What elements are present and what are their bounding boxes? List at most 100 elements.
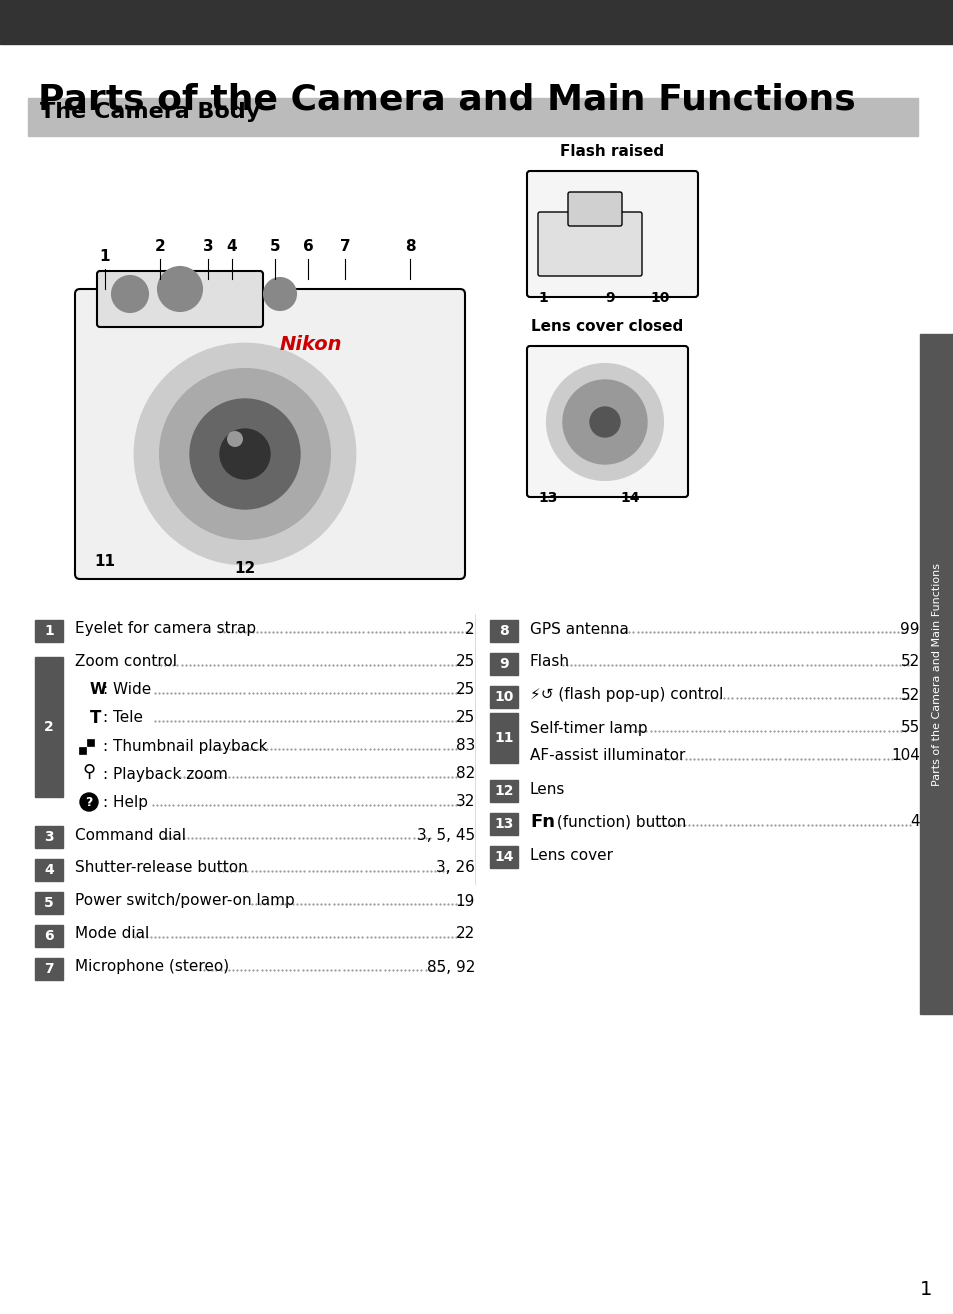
Circle shape [227, 431, 243, 447]
FancyBboxPatch shape [537, 212, 641, 276]
Text: GPS antenna: GPS antenna [530, 622, 628, 636]
Text: Mode dial: Mode dial [75, 926, 149, 942]
Circle shape [589, 407, 619, 438]
Text: : Tele: : Tele [103, 711, 143, 725]
Text: 2: 2 [154, 239, 165, 254]
Bar [490, 653, 517, 675]
Text: 11: 11 [494, 731, 514, 745]
Text: 10: 10 [649, 290, 669, 305]
Text: 1: 1 [44, 624, 53, 639]
Circle shape [160, 369, 330, 539]
Bar [35, 892, 63, 915]
Text: 14: 14 [494, 850, 514, 865]
Text: Nikon: Nikon [280, 335, 342, 353]
Bar [87, 746, 94, 754]
Bar [490, 781, 517, 802]
Text: 3: 3 [44, 830, 53, 844]
Text: 13: 13 [494, 817, 513, 830]
Text: 12: 12 [234, 561, 255, 576]
FancyBboxPatch shape [75, 289, 464, 579]
Text: 55: 55 [900, 720, 919, 736]
Text: 2: 2 [44, 720, 53, 735]
Text: 7: 7 [44, 962, 53, 976]
Circle shape [264, 279, 295, 310]
Text: ⚡↺ (flash pop-up) control: ⚡↺ (flash pop-up) control [530, 687, 722, 703]
Circle shape [80, 794, 98, 811]
Text: 52: 52 [900, 687, 919, 703]
FancyBboxPatch shape [526, 171, 698, 297]
Text: Lens: Lens [530, 782, 565, 796]
Text: 5: 5 [44, 896, 53, 911]
Text: W: W [90, 682, 107, 698]
Text: 1: 1 [100, 248, 111, 264]
Text: : Wide: : Wide [103, 682, 152, 698]
Text: 3, 26: 3, 26 [436, 861, 475, 875]
Circle shape [190, 399, 299, 509]
Text: 13: 13 [537, 491, 557, 505]
Bar [490, 714, 517, 763]
Bar [490, 846, 517, 869]
Text: 22: 22 [456, 926, 475, 942]
Text: ⚲: ⚲ [82, 763, 95, 781]
Bar [35, 657, 63, 798]
Text: T: T [90, 710, 101, 727]
Bar [87, 738, 94, 746]
Text: 32: 32 [456, 795, 475, 809]
FancyBboxPatch shape [526, 346, 687, 497]
FancyBboxPatch shape [97, 271, 263, 327]
Text: 3: 3 [202, 239, 213, 254]
Text: 7: 7 [339, 239, 350, 254]
Text: 5: 5 [270, 239, 280, 254]
Text: (function) button: (function) button [552, 815, 685, 829]
Text: 4: 4 [909, 815, 919, 829]
Text: Flash: Flash [530, 654, 569, 670]
Text: 25: 25 [456, 654, 475, 670]
Text: 11: 11 [94, 555, 115, 569]
Text: Microphone (stereo): Microphone (stereo) [75, 959, 229, 975]
Text: 9: 9 [604, 290, 614, 305]
Text: 6: 6 [302, 239, 313, 254]
Bar [35, 958, 63, 980]
Text: 9: 9 [498, 657, 508, 671]
Text: 4: 4 [44, 863, 53, 876]
Text: Shutter-release button: Shutter-release button [75, 861, 248, 875]
Circle shape [220, 428, 270, 480]
Text: 19: 19 [456, 894, 475, 908]
Circle shape [562, 380, 646, 464]
Text: 52: 52 [900, 654, 919, 670]
Text: Parts of the Camera and Main Functions: Parts of the Camera and Main Functions [931, 562, 941, 786]
Circle shape [112, 276, 148, 311]
Text: Eyelet for camera strap: Eyelet for camera strap [75, 622, 255, 636]
Bar [919, 334, 953, 1014]
Bar [35, 859, 63, 880]
Text: 4: 4 [227, 239, 237, 254]
Bar [35, 827, 63, 848]
Text: Lens cover: Lens cover [530, 848, 613, 862]
Text: 83: 83 [456, 738, 475, 753]
Text: 99: 99 [900, 622, 919, 636]
Text: Parts of the Camera and Main Functions: Parts of the Camera and Main Functions [38, 81, 855, 116]
Text: Self-timer lamp: Self-timer lamp [530, 720, 647, 736]
Bar [28, 99, 917, 137]
Bar [79, 746, 86, 754]
Bar [490, 620, 517, 643]
Text: 104: 104 [890, 749, 919, 763]
Bar [490, 813, 517, 834]
Text: 3, 5, 45: 3, 5, 45 [416, 828, 475, 842]
Text: Command dial: Command dial [75, 828, 186, 842]
Text: 2: 2 [465, 622, 475, 636]
Text: 82: 82 [456, 766, 475, 782]
Text: 8: 8 [498, 624, 508, 639]
Bar [35, 925, 63, 947]
Text: 85, 92: 85, 92 [426, 959, 475, 975]
Text: AF-assist illuminator: AF-assist illuminator [530, 749, 684, 763]
Text: Flash raised: Flash raised [559, 145, 664, 159]
Bar [490, 686, 517, 708]
Circle shape [158, 267, 202, 311]
Text: 8: 8 [404, 239, 415, 254]
Text: Power switch/power-on lamp: Power switch/power-on lamp [75, 894, 294, 908]
Circle shape [135, 344, 355, 564]
Text: : Help: : Help [103, 795, 148, 809]
Bar [35, 620, 63, 643]
Text: 14: 14 [619, 491, 639, 505]
